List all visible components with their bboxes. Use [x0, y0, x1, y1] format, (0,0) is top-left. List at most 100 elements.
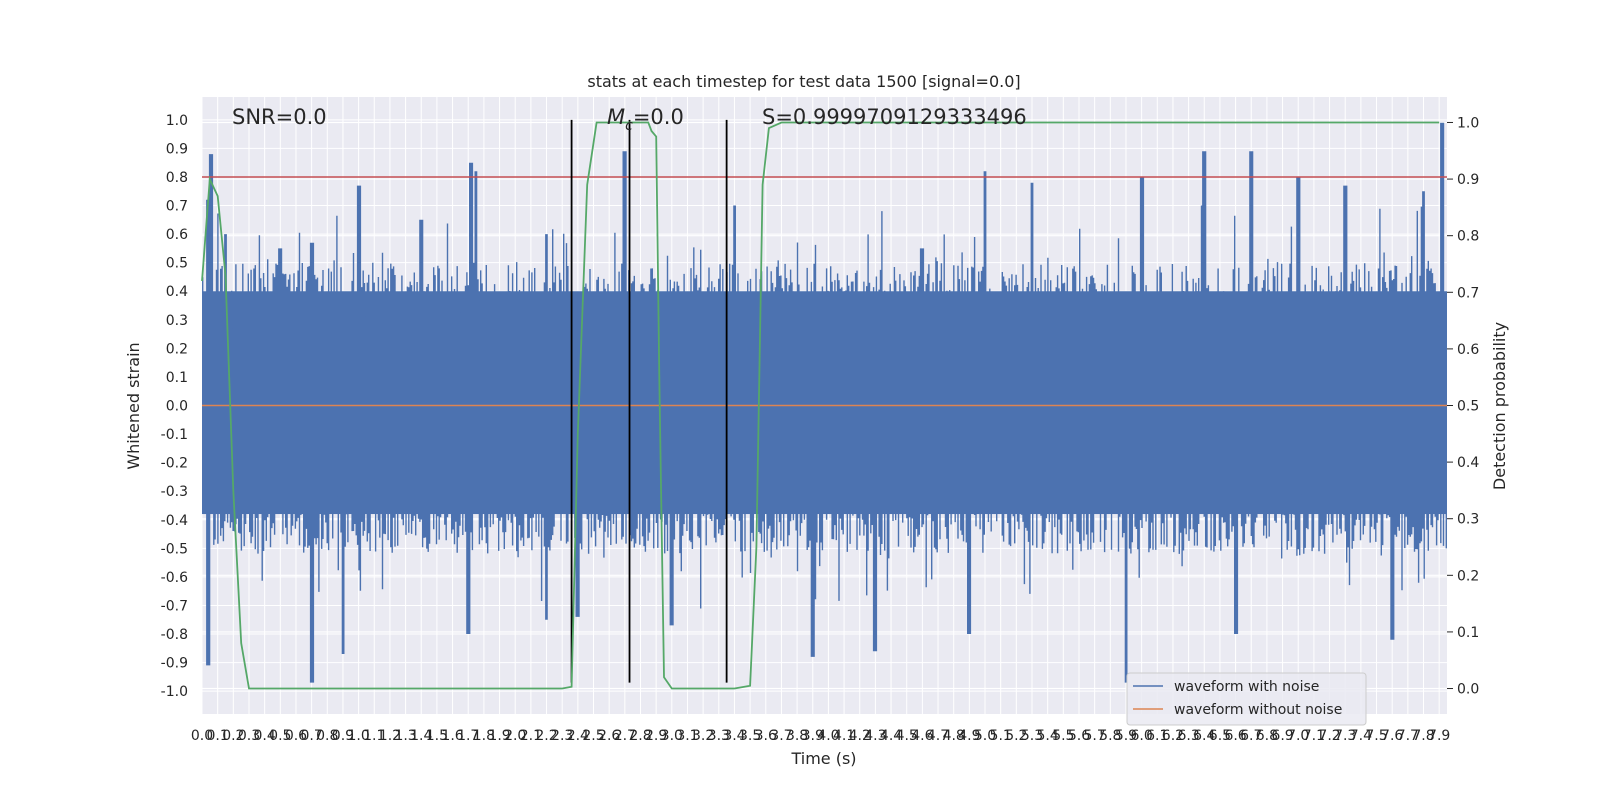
y-tick-label: 1.0 — [166, 113, 188, 129]
x-tick-label: 0.2 — [222, 728, 244, 744]
x-tick-label: 3.6 — [755, 728, 777, 744]
y2-tick-label: 1.0 — [1457, 115, 1479, 131]
y2-tick-label: 0.8 — [1457, 229, 1479, 245]
x-tick-label: 0.1 — [207, 728, 229, 744]
y2-axis-label: Detection probability — [1490, 322, 1509, 490]
annotation-mc-value: =0.0 — [633, 105, 684, 129]
annotation-mc-sub: c — [625, 118, 633, 134]
series-detection-probability — [201, 121, 1440, 690]
chart-title: stats at each timestep for test data 150… — [587, 72, 1020, 91]
x-tick-label: 2.9 — [645, 728, 667, 744]
x-tick-label: 4.3 — [864, 728, 886, 744]
y-tick-label: -0.9 — [161, 656, 188, 672]
x-tick-label: 6.1 — [1146, 728, 1168, 744]
y2-tick-label: 0.2 — [1457, 568, 1479, 584]
x-tick-label: 4.4 — [880, 728, 902, 744]
y2-tick-label: 0.1 — [1457, 625, 1479, 641]
x-tick-label: 3.8 — [786, 728, 808, 744]
x-tick-label: 4.1 — [833, 728, 855, 744]
x-tick-label: 1.6 — [441, 728, 463, 744]
series-waveform-with-noise — [202, 122, 1447, 683]
x-tick-label: 5.5 — [1052, 728, 1074, 744]
annotation-s: S=0.9999709129333496 — [762, 105, 1027, 129]
x-tick-label: 7.0 — [1287, 728, 1309, 744]
x-tick-label: 1.7 — [457, 728, 479, 744]
x-tick-label: 2.3 — [551, 728, 573, 744]
x-tick-label: 5.0 — [974, 728, 996, 744]
tick-labels: 0.00.10.20.30.40.50.60.70.80.91.01.11.21… — [161, 113, 1480, 744]
y2-tick-label: 0.0 — [1457, 682, 1479, 698]
annotation-mc: Mc=0.0 — [607, 105, 684, 134]
y-tick-label: 0.1 — [166, 370, 188, 386]
legend: waveform with noise waveform without noi… — [1126, 672, 1367, 726]
x-tick-label: 2.0 — [504, 728, 526, 744]
x-tick-label: 6.7 — [1240, 728, 1262, 744]
x-tick-label: 4.7 — [927, 728, 949, 744]
annotation-snr: SNR=0.0 — [232, 105, 327, 129]
x-tick-label: 3.9 — [802, 728, 824, 744]
x-tick-label: 7.5 — [1365, 728, 1387, 744]
x-tick-label: 0.8 — [316, 728, 338, 744]
x-tick-label: 6.5 — [1209, 728, 1231, 744]
x-tick-label: 6.0 — [1130, 728, 1152, 744]
x-tick-label: 1.4 — [410, 728, 432, 744]
x-tick-label: 6.3 — [1177, 728, 1199, 744]
y2-tick-label: 0.6 — [1457, 342, 1479, 358]
x-tick-label: 2.2 — [535, 728, 557, 744]
x-tick-label: 6.4 — [1193, 728, 1215, 744]
y-tick-label: 0.0 — [166, 399, 188, 415]
x-tick-label: 5.2 — [1005, 728, 1027, 744]
x-tick-label: 6.9 — [1271, 728, 1293, 744]
x-tick-label: 0.4 — [254, 728, 276, 744]
x-tick-label: 3.2 — [692, 728, 714, 744]
y-tick-label: -0.1 — [161, 427, 188, 443]
y2-tick-label: 0.3 — [1457, 512, 1479, 528]
x-tick-label: 5.9 — [1115, 728, 1137, 744]
x-tick-label: 1.9 — [488, 728, 510, 744]
y-tick-label: 0.8 — [166, 170, 188, 186]
y-tick-label: 0.2 — [166, 341, 188, 357]
y-tick-label: 0.4 — [166, 284, 188, 300]
x-tick-label: 1.1 — [363, 728, 385, 744]
x-tick-label: 7.3 — [1334, 728, 1356, 744]
x-tick-label: 5.8 — [1099, 728, 1121, 744]
y2-tick-label: 0.7 — [1457, 285, 1479, 301]
x-tick-label: 0.6 — [285, 728, 307, 744]
x-tick-label: 3.4 — [723, 728, 745, 744]
y-tick-label: 0.5 — [166, 256, 188, 272]
x-tick-label: 3.5 — [739, 728, 761, 744]
y-tick-label: -0.4 — [161, 513, 188, 529]
x-tick-label: 4.9 — [958, 728, 980, 744]
x-tick-label: 7.2 — [1318, 728, 1340, 744]
y2-tick-label: 0.4 — [1457, 455, 1479, 471]
x-tick-label: 0.0 — [191, 728, 213, 744]
x-tick-label: 6.8 — [1256, 728, 1278, 744]
x-tick-label: 7.8 — [1412, 728, 1434, 744]
x-tick-label: 0.9 — [332, 728, 354, 744]
legend-label-clean: waveform without noise — [1174, 702, 1342, 718]
noise-spikes — [202, 122, 1447, 683]
x-tick-label: 7.9 — [1428, 728, 1450, 744]
x-tick-label: 2.4 — [567, 728, 589, 744]
y-tick-label: -0.5 — [161, 541, 188, 557]
x-tick-label: 6.6 — [1224, 728, 1246, 744]
y2-tick-label: 0.9 — [1457, 172, 1479, 188]
x-tick-label: 1.5 — [426, 728, 448, 744]
y-tick-label: -0.7 — [161, 598, 188, 614]
annotation-mc-symbol: M — [607, 105, 625, 129]
x-tick-label: 4.5 — [896, 728, 918, 744]
x-tick-label: 1.3 — [394, 728, 416, 744]
x-tick-label: 4.0 — [817, 728, 839, 744]
x-tick-label: 0.5 — [269, 728, 291, 744]
x-tick-label: 7.7 — [1397, 728, 1419, 744]
x-tick-label: 4.8 — [943, 728, 965, 744]
x-tick-label: 0.3 — [238, 728, 260, 744]
y-tick-label: 0.9 — [166, 141, 188, 157]
x-tick-label: 2.8 — [629, 728, 651, 744]
x-tick-label: 2.5 — [582, 728, 604, 744]
y-tick-label: -0.3 — [161, 484, 188, 500]
x-tick-label: 1.2 — [379, 728, 401, 744]
x-tick-label: 2.6 — [598, 728, 620, 744]
x-tick-label: 0.7 — [300, 728, 322, 744]
legend-label-noise: waveform with noise — [1174, 679, 1319, 695]
